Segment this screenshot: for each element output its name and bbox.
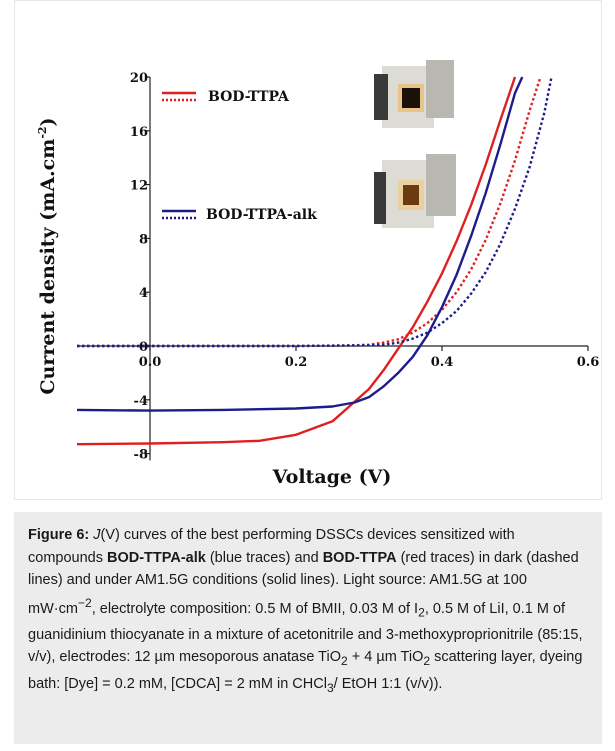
- caption-sub-4: 3: [326, 680, 334, 695]
- tick-labels: -8 -4 0 4 8 12 16 20 0.0 0.2 0.4 0.6: [130, 71, 599, 463]
- caption-text-3: (red traces) in dark (dashed lines) and …: [28, 549, 579, 617]
- y-axis-title-sup: -2: [36, 126, 49, 138]
- y-axis-title: Current density (mA.cm-2): [36, 117, 59, 394]
- caption-compound-ttpa: BOD-TTPA: [322, 549, 397, 566]
- jv-chart: -8 -4 0 4 8 12 16 20 0.0 0.2 0.4 0.6 BOD-TTPA BOD-T…: [36, 60, 599, 488]
- series-bod-ttpa-alk-light: [76, 76, 524, 412]
- caption-text-2: (blue traces) and: [205, 549, 323, 566]
- y-tick-label: -8: [134, 448, 148, 463]
- x-tick-label: 0.2: [285, 355, 308, 370]
- caption-compound-alk: BOD-TTPA-alk: [107, 549, 206, 566]
- caption-j: J: [93, 527, 101, 543]
- device-photo-bottom: [374, 154, 456, 228]
- figure-frame: [14, 0, 602, 500]
- x-tick-label: 0.0: [139, 355, 162, 370]
- caption-text-7: scat­tering layer, dyeing bath: [Dye] = …: [28, 649, 583, 692]
- y-tick-label: 0: [139, 340, 148, 355]
- device-photo-top: [374, 60, 454, 128]
- caption-text-1: (V) curves of the best performing DSSCs …: [28, 527, 515, 566]
- x-axis-title: Voltage (V): [272, 466, 392, 488]
- axes: [77, 76, 589, 461]
- caption-sub-1: 2: [418, 605, 425, 620]
- caption-sub-2: 2: [341, 654, 348, 669]
- y-tick-label: 4: [139, 286, 148, 301]
- caption-text-5: , 0.5 M of LiI, 0.1 M of guanidinium thi…: [28, 600, 583, 666]
- legend: BOD-TTPA BOD-TTPA-alk: [162, 89, 317, 223]
- caption-sup-1: −2: [77, 595, 92, 610]
- series-bod-ttpa-alk-dark: [77, 76, 553, 348]
- series-lines: [76, 76, 553, 446]
- caption-sub-3: 2: [423, 654, 431, 669]
- y-tick-label: 20: [130, 71, 148, 86]
- figure-caption: Figure 6: J(V) curves of the best perfor…: [14, 512, 602, 744]
- x-tick-label: 0.6: [577, 355, 600, 370]
- caption-text-6: + 4 µm TiO: [347, 649, 424, 666]
- series-bod-ttpa-light: [76, 76, 517, 446]
- y-tick-label: 8: [139, 232, 148, 247]
- y-axis-title-close: ): [37, 117, 59, 126]
- y-tick-label: -4: [134, 394, 148, 409]
- y-tick-label: 16: [130, 125, 148, 140]
- caption-text-4: , electrolyte composition: 0.5 M of BMII…: [91, 600, 419, 617]
- legend-label-bod-ttpa: BOD-TTPA: [208, 89, 290, 105]
- y-tick-label: 12: [130, 179, 148, 194]
- x-tick-label: 0.4: [431, 355, 454, 370]
- legend-label-bod-ttpa-alk: BOD-TTPA-alk: [206, 207, 317, 223]
- caption-label: Figure 6:: [28, 527, 90, 543]
- caption-text-8: / EtOH 1:1 (v/v)).: [333, 675, 443, 692]
